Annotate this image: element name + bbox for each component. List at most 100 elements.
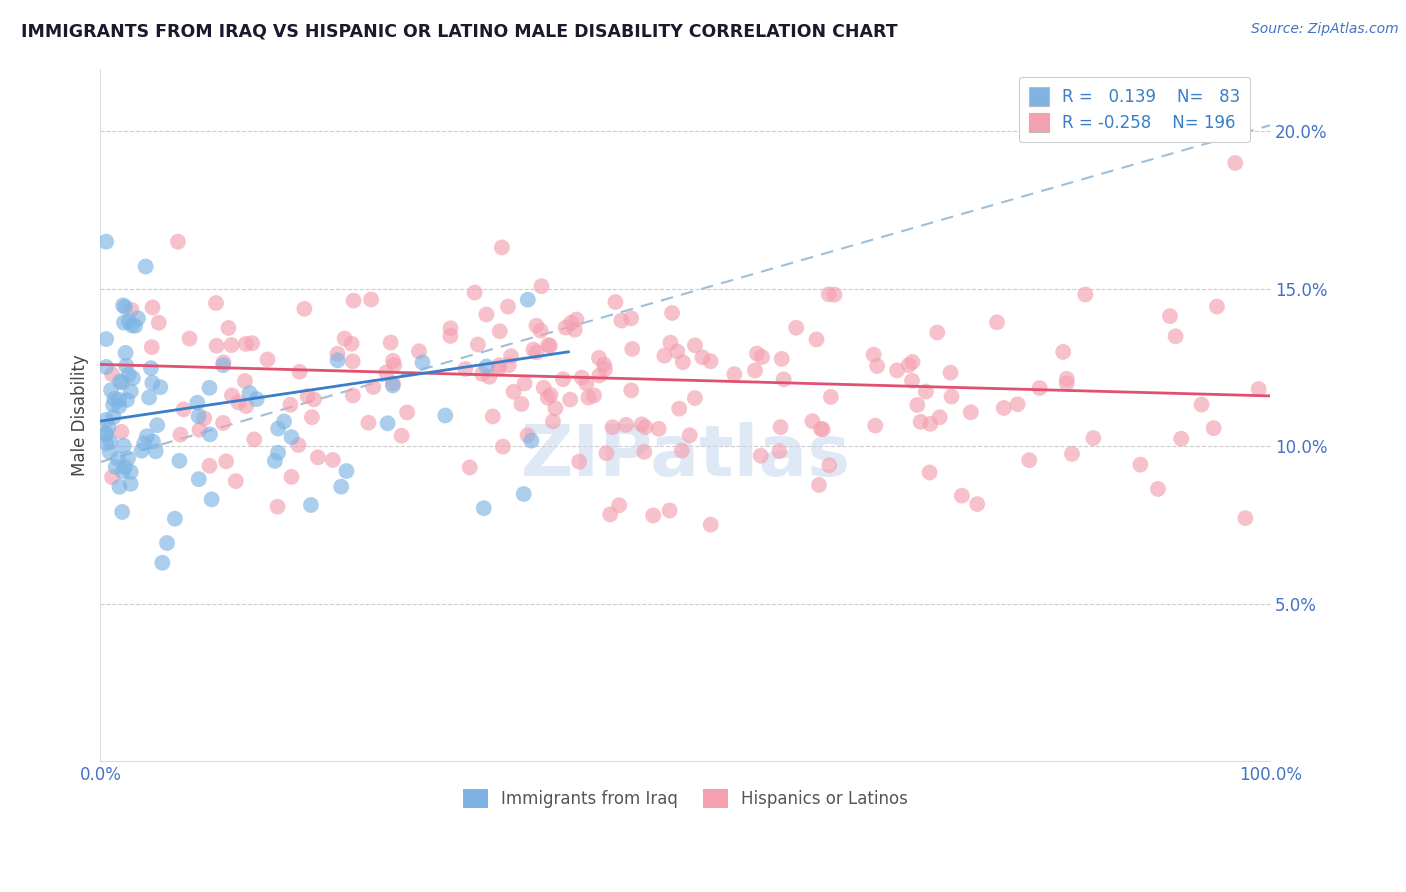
Point bbox=[588, 351, 610, 365]
Point bbox=[169, 427, 191, 442]
Point bbox=[96, 413, 118, 427]
Point bbox=[127, 311, 149, 326]
Point bbox=[630, 417, 652, 432]
Point bbox=[540, 388, 562, 402]
Point bbox=[475, 359, 498, 374]
Point bbox=[905, 398, 928, 412]
Point bbox=[299, 498, 322, 512]
Point bbox=[198, 458, 221, 473]
Point bbox=[357, 416, 380, 430]
Point bbox=[280, 398, 302, 412]
Point bbox=[108, 480, 131, 494]
Legend: Immigrants from Iraq, Hispanics or Latinos: Immigrants from Iraq, Hispanics or Latin… bbox=[456, 782, 915, 815]
Point bbox=[602, 420, 624, 434]
Text: Source: ZipAtlas.com: Source: ZipAtlas.com bbox=[1251, 22, 1399, 37]
Point bbox=[326, 347, 349, 361]
Point bbox=[1234, 511, 1257, 525]
Point bbox=[1007, 397, 1029, 411]
Point bbox=[538, 339, 561, 353]
Point bbox=[610, 313, 633, 327]
Point bbox=[560, 392, 582, 407]
Point bbox=[488, 358, 510, 372]
Point bbox=[502, 384, 524, 399]
Point bbox=[529, 324, 551, 338]
Point bbox=[111, 464, 134, 478]
Point bbox=[187, 472, 209, 486]
Point bbox=[886, 363, 908, 377]
Point bbox=[243, 433, 266, 447]
Point bbox=[141, 301, 163, 315]
Point bbox=[391, 428, 413, 442]
Point bbox=[96, 436, 118, 450]
Point bbox=[112, 298, 135, 312]
Point bbox=[666, 344, 689, 359]
Point bbox=[824, 287, 846, 301]
Point bbox=[382, 358, 405, 372]
Point bbox=[221, 388, 243, 402]
Point bbox=[950, 489, 973, 503]
Point bbox=[571, 370, 593, 384]
Point bbox=[568, 455, 591, 469]
Point bbox=[201, 492, 224, 507]
Point bbox=[744, 363, 766, 377]
Point bbox=[120, 465, 142, 479]
Point bbox=[287, 438, 309, 452]
Point bbox=[141, 376, 163, 390]
Point bbox=[467, 337, 489, 351]
Point bbox=[810, 422, 832, 436]
Point bbox=[1083, 431, 1105, 445]
Point bbox=[142, 434, 165, 449]
Point bbox=[141, 340, 163, 354]
Point bbox=[683, 338, 706, 352]
Point bbox=[530, 279, 553, 293]
Point bbox=[97, 420, 120, 434]
Point bbox=[108, 392, 131, 407]
Point bbox=[1159, 309, 1181, 323]
Point bbox=[605, 295, 627, 310]
Point bbox=[280, 470, 302, 484]
Point bbox=[96, 427, 118, 442]
Point bbox=[118, 314, 141, 328]
Point bbox=[101, 470, 124, 484]
Point bbox=[478, 369, 501, 384]
Point bbox=[139, 361, 162, 376]
Point bbox=[620, 384, 643, 398]
Point bbox=[939, 366, 962, 380]
Point bbox=[322, 453, 344, 467]
Point bbox=[901, 355, 924, 369]
Point bbox=[179, 332, 201, 346]
Point bbox=[96, 427, 118, 442]
Point bbox=[333, 332, 356, 346]
Point bbox=[588, 368, 610, 383]
Point bbox=[941, 390, 963, 404]
Point bbox=[212, 355, 235, 369]
Point bbox=[288, 365, 311, 379]
Point bbox=[576, 391, 599, 405]
Point bbox=[472, 501, 495, 516]
Point bbox=[412, 355, 434, 369]
Point bbox=[745, 346, 768, 360]
Point bbox=[866, 359, 889, 373]
Point bbox=[986, 315, 1008, 329]
Point bbox=[103, 409, 125, 424]
Point bbox=[146, 418, 169, 433]
Point bbox=[769, 420, 792, 434]
Point bbox=[679, 428, 702, 442]
Point bbox=[135, 429, 157, 443]
Point bbox=[818, 458, 841, 473]
Point bbox=[188, 423, 211, 437]
Point bbox=[396, 405, 419, 419]
Point bbox=[375, 366, 398, 380]
Point bbox=[205, 296, 228, 310]
Point bbox=[120, 384, 142, 399]
Point bbox=[1247, 382, 1270, 396]
Point bbox=[212, 358, 235, 372]
Point bbox=[1052, 345, 1074, 359]
Point bbox=[607, 498, 630, 512]
Point bbox=[807, 478, 830, 492]
Point bbox=[1202, 421, 1225, 435]
Point bbox=[488, 361, 510, 376]
Point bbox=[564, 323, 586, 337]
Point bbox=[434, 409, 457, 423]
Point bbox=[928, 410, 950, 425]
